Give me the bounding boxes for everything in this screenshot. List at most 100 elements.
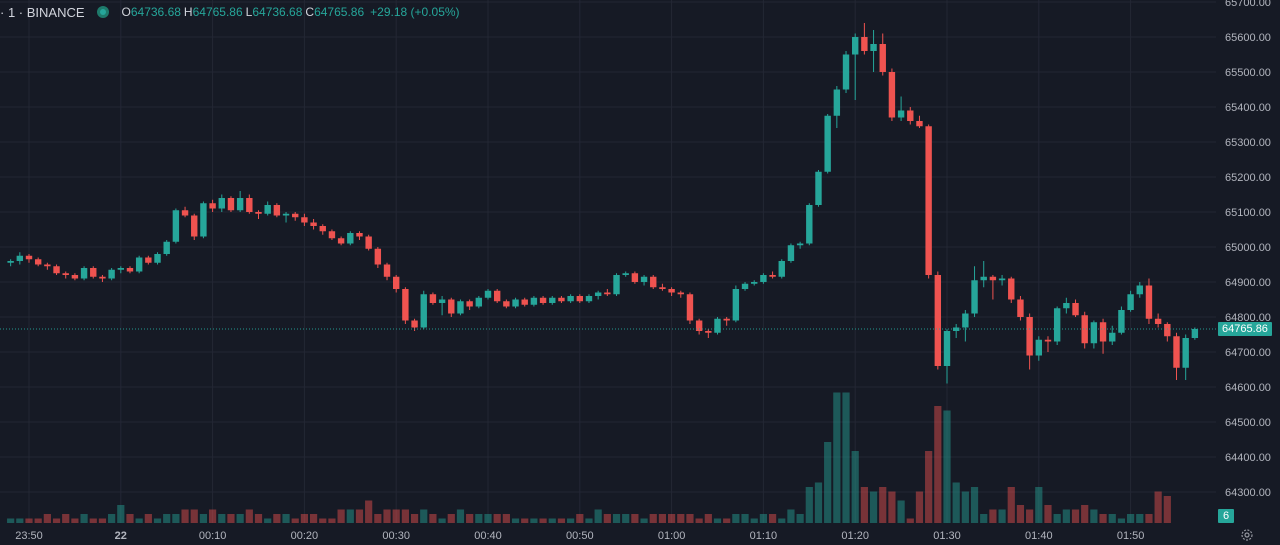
candle-body xyxy=(521,299,528,305)
volume-bar xyxy=(108,514,116,523)
candle-body xyxy=(402,289,409,321)
candle-body xyxy=(705,331,712,333)
market-status-icon xyxy=(96,6,109,18)
candle-body xyxy=(1072,303,1079,316)
volume-bar xyxy=(759,514,767,523)
volume-bar xyxy=(860,487,868,523)
volume-bar xyxy=(768,514,777,523)
candle-body xyxy=(273,205,281,216)
candle-body xyxy=(842,54,850,90)
volume-bar xyxy=(750,518,758,523)
volume-bar xyxy=(915,491,924,523)
candle-body xyxy=(117,268,124,270)
volume-bar xyxy=(25,518,33,523)
volume-bar xyxy=(374,514,382,523)
candle-body xyxy=(1191,328,1199,338)
candle-body xyxy=(879,44,886,72)
volume-bar xyxy=(328,518,336,523)
candle-body xyxy=(53,266,60,274)
settings-gear-icon[interactable] xyxy=(1240,528,1254,542)
candle-body xyxy=(1090,322,1098,344)
price-tick-label: 65500.00 xyxy=(1225,67,1271,79)
candle-body xyxy=(622,273,629,275)
volume-bar xyxy=(842,392,850,523)
candle-body xyxy=(493,290,501,302)
candle-body xyxy=(659,287,666,289)
volume-bar xyxy=(117,505,125,523)
volume-bar xyxy=(34,518,42,523)
candle-body xyxy=(1154,318,1162,324)
volume-bar xyxy=(1108,514,1116,523)
time-tick-label: 23:50 xyxy=(15,530,43,542)
price-tick-label: 65700.00 xyxy=(1225,0,1271,9)
time-tick-label: 00:40 xyxy=(474,530,502,542)
price-tick-label: 64800.00 xyxy=(1225,312,1271,324)
price-axis[interactable]: 65700.00 65600.00 65500.00 65400.00 65300.00… xyxy=(1225,0,1271,499)
volume-bar xyxy=(713,518,722,523)
volume-bar xyxy=(980,514,988,523)
volume-bar xyxy=(236,514,244,523)
volume-bar xyxy=(805,487,813,523)
candle-body xyxy=(778,261,785,277)
candle-body xyxy=(25,255,33,260)
candle-body xyxy=(191,215,198,237)
candle-body xyxy=(870,44,877,51)
candle-body xyxy=(962,313,969,328)
candle-body xyxy=(16,255,24,261)
volume-bar xyxy=(989,509,997,523)
volume-bar xyxy=(291,518,299,523)
candle-body xyxy=(218,198,225,209)
volume-bar xyxy=(511,518,520,523)
volume-bar xyxy=(438,518,446,523)
volume-bar xyxy=(557,518,566,523)
high-value: 64765.86 xyxy=(192,5,243,19)
candle-body xyxy=(393,276,400,289)
candle-body xyxy=(246,198,253,212)
volume-bar xyxy=(925,451,933,523)
volume-bar xyxy=(273,514,281,523)
candle-body xyxy=(668,289,675,293)
volume-bar xyxy=(952,482,960,523)
time-axis[interactable]: 23:50 22 00:10 00:20 00:30 00:40 00:50 01:00 01:… xyxy=(15,530,1144,542)
candle-body xyxy=(374,248,382,265)
candle-body xyxy=(438,299,446,303)
candle-body xyxy=(1109,332,1116,342)
volume-bar xyxy=(658,514,667,523)
candle-body xyxy=(723,318,730,321)
candle-body xyxy=(108,269,115,279)
volume-bar xyxy=(869,491,878,523)
candle-body xyxy=(154,254,161,263)
candle-body xyxy=(34,259,42,265)
candle-body xyxy=(1044,339,1052,342)
volume-bar xyxy=(695,518,703,523)
candle-body xyxy=(1182,338,1189,368)
candle-body xyxy=(1173,336,1180,368)
candle-body xyxy=(530,297,538,305)
candle-body xyxy=(650,276,657,288)
price-tick-label: 64700.00 xyxy=(1225,347,1271,359)
volume-bar xyxy=(199,514,208,523)
candle-body xyxy=(44,264,51,267)
volume-bar xyxy=(71,518,79,523)
volume-bar xyxy=(16,518,24,523)
price-tick-label: 65100.00 xyxy=(1225,207,1271,219)
candle-body xyxy=(1063,303,1070,309)
volume-bars xyxy=(7,392,1171,523)
candle-body xyxy=(1118,310,1125,333)
candle-body xyxy=(677,292,684,295)
candle-body xyxy=(833,89,841,116)
volume-bar xyxy=(1016,505,1025,523)
symbol-label[interactable]: · 1 · BINANCE xyxy=(0,4,85,20)
candle-body xyxy=(236,198,244,211)
candle-body xyxy=(631,273,639,282)
price-tick-label: 64400.00 xyxy=(1225,452,1271,464)
candle-body xyxy=(1081,315,1088,344)
candle-body xyxy=(613,275,620,295)
volume-bar xyxy=(1071,509,1080,523)
candle-body xyxy=(1099,322,1107,342)
volume-bar xyxy=(649,514,657,523)
candle-body xyxy=(310,222,317,226)
volume-bar xyxy=(392,509,400,523)
price-tick-label: 65400.00 xyxy=(1225,102,1271,114)
